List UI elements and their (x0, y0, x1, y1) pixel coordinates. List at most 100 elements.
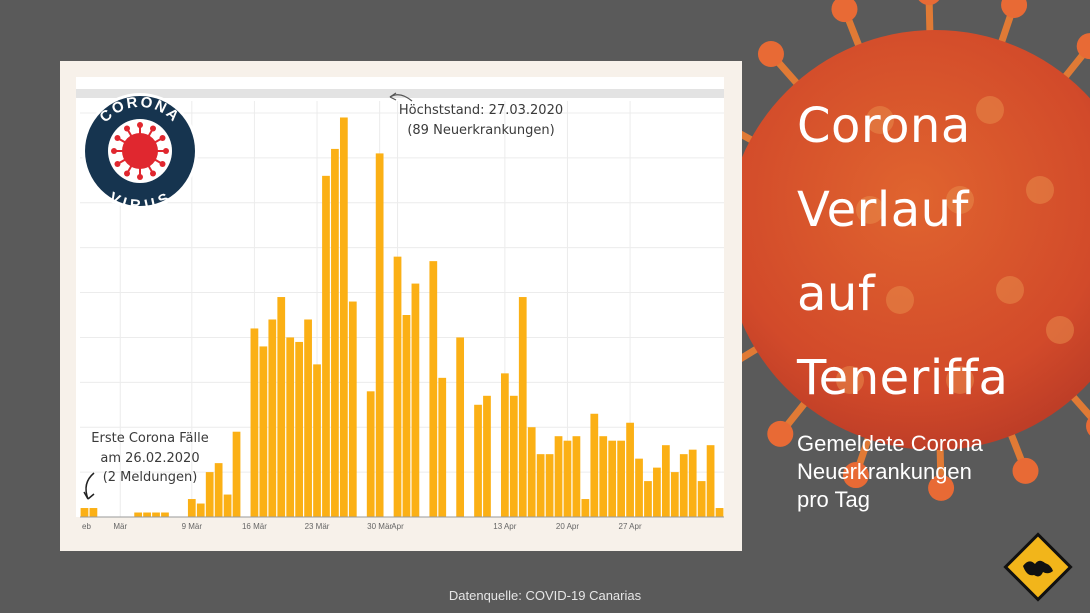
bar (348, 301, 357, 517)
bar (331, 148, 339, 517)
subtitle-line-1: Gemeldete Corona (797, 431, 983, 456)
virus-spot (976, 96, 1004, 124)
bar (438, 377, 447, 517)
bar (608, 440, 617, 517)
bar (679, 454, 688, 517)
bar (313, 364, 321, 517)
bar (143, 512, 151, 517)
bar (223, 494, 232, 517)
subtitle-line-3: pro Tag (797, 487, 870, 512)
bar (89, 508, 98, 517)
bar (259, 346, 268, 517)
bar (304, 319, 312, 517)
bar (250, 328, 259, 517)
chart: eb Mär 9 Mär 16 Mär 23 Mär 30 Mär Apr 13 Apr 20 … (76, 77, 724, 531)
bar (670, 472, 679, 517)
headline-line-2: Verlauf (797, 182, 969, 238)
bar (581, 499, 590, 517)
bar (339, 117, 348, 517)
x-tick-label: Mär (113, 522, 127, 531)
bar (590, 413, 599, 517)
bar (572, 436, 581, 517)
bar (402, 315, 411, 517)
bar (187, 499, 196, 517)
first-cases-line-3: (2 Meldungen) (103, 470, 198, 485)
subtitle: Gemeldete Corona Neuerkrankungen pro Tag (797, 430, 1037, 514)
virus-spot (1046, 316, 1074, 344)
virus-spot (996, 276, 1024, 304)
bar (653, 467, 661, 517)
headline-line-3: auf (797, 266, 876, 322)
bar (456, 337, 465, 517)
virus-spot (856, 196, 884, 224)
bar (715, 508, 724, 517)
bar (706, 445, 715, 517)
headline-line-1: Corona (797, 98, 971, 154)
bar (688, 449, 697, 517)
first-cases-line-2: am 26.02.2020 (100, 451, 199, 466)
virus-spike-head (918, 0, 940, 6)
virus-spot (836, 366, 864, 394)
virus-spot (1026, 176, 1054, 204)
bar (375, 153, 384, 517)
virus-spike-head (1086, 416, 1090, 436)
virus-spike-head (1001, 0, 1028, 18)
virus-spike-head (928, 474, 955, 501)
bar (697, 481, 706, 517)
bar (152, 512, 160, 517)
x-tick-label: 23 Mär (305, 522, 330, 531)
virus-spot (866, 106, 894, 134)
virus-spot (886, 286, 914, 314)
virus-spike-head (1076, 33, 1090, 60)
bar (322, 175, 330, 517)
x-tick-label: eb (82, 522, 91, 531)
bar (527, 427, 536, 517)
virus-spike-head (831, 0, 858, 23)
bar (661, 445, 670, 517)
virus-spike-head (1012, 457, 1039, 484)
bar (80, 508, 89, 517)
bar (500, 373, 509, 517)
bar (626, 422, 634, 517)
virus-spot (946, 366, 974, 394)
subtitle-line-2: Neuerkrankungen (797, 459, 972, 484)
bar (644, 481, 652, 517)
scroll-bar (76, 89, 724, 98)
bar (429, 261, 438, 517)
bar (205, 472, 214, 517)
bar (161, 512, 169, 517)
bar (554, 436, 563, 517)
bar (474, 404, 482, 517)
x-tick-label: 20 Apr (556, 522, 579, 531)
bar (635, 458, 643, 517)
bar (134, 512, 143, 517)
bars (80, 117, 724, 517)
peak-annotation: Höchststand: 27.03.2020 (89 Neuerkrankun… (389, 92, 563, 138)
virus-icon (111, 122, 169, 180)
x-tick-label: 9 Mär (182, 522, 203, 531)
x-tick-label: Apr (391, 522, 404, 531)
bar (536, 454, 545, 517)
bar (518, 297, 527, 517)
bar (617, 440, 626, 517)
data-source: Datenquelle: COVID-19 Canarias (448, 588, 642, 603)
peak-annotation-line-1: Höchststand: 27.03.2020 (399, 103, 563, 118)
virus-spot (946, 186, 974, 214)
virus-spike-head (767, 420, 794, 447)
bar (295, 341, 304, 517)
first-cases-annotation: Erste Corona Fälle am 26.02.2020 (2 Meld… (83, 431, 209, 500)
bar (483, 395, 491, 517)
bar (599, 436, 608, 517)
virus-spike-head (757, 40, 784, 67)
bar (268, 319, 277, 517)
x-tick-label: 27 Apr (619, 522, 642, 531)
bar (286, 337, 295, 517)
bar (277, 297, 286, 517)
bar (214, 463, 223, 517)
bar (545, 454, 554, 517)
virus-spike-head (842, 462, 869, 489)
chart-card: eb Mär 9 Mär 16 Mär 23 Mär 30 Mär Apr 13 Apr 20 … (60, 61, 742, 551)
x-tick-label: 16 Mär (242, 522, 267, 531)
bar (196, 503, 205, 517)
peak-annotation-line-2: (89 Neuerkrankungen) (407, 123, 554, 138)
